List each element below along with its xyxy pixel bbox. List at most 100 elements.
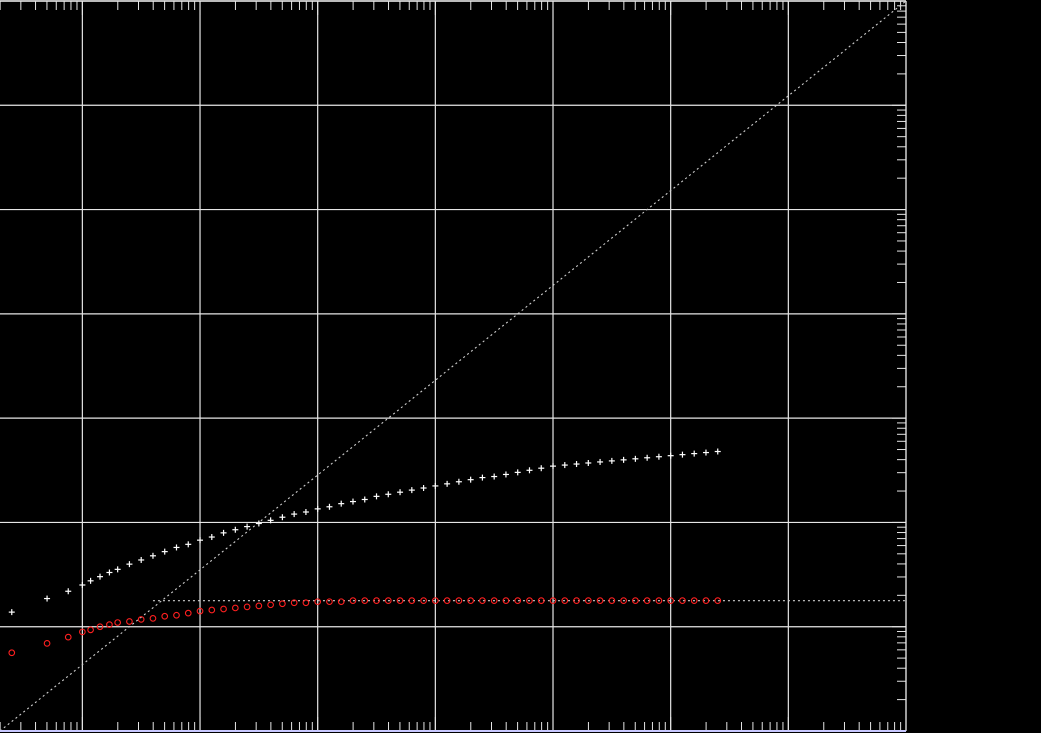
data-point-plus: [185, 541, 192, 548]
data-point-plus: [667, 452, 674, 459]
data-point-plus: [655, 453, 662, 460]
data-point-circle: [679, 597, 686, 604]
data-point-circle: [549, 597, 557, 604]
data-point-circle: [537, 597, 545, 604]
axis-ticks: [0, 0, 907, 732]
data-point-plus: [691, 450, 698, 457]
data-point-plus: [197, 537, 204, 544]
data-point-plus: [220, 529, 227, 536]
data-point-plus: [44, 595, 51, 602]
data-point-circle: [184, 609, 192, 617]
data-point-plus: [620, 456, 627, 463]
data-point-plus: [291, 511, 298, 518]
data-series: [8, 448, 722, 657]
data-point-circle: [137, 616, 145, 623]
data-point-circle: [514, 597, 522, 604]
data-point-plus: [467, 476, 474, 483]
data-point-plus: [338, 500, 345, 507]
data-point-plus: [79, 582, 86, 588]
data-point-plus: [8, 609, 15, 616]
data-point-plus: [161, 548, 168, 555]
data-point-plus: [361, 496, 368, 503]
series-2: [8, 597, 722, 657]
data-point-circle: [326, 598, 333, 606]
data-point-plus: [397, 489, 404, 496]
data-point-circle: [396, 597, 404, 604]
data-point-circle: [690, 597, 698, 604]
data-point-plus: [65, 588, 72, 595]
data-point-circle: [161, 612, 169, 620]
data-point-plus: [279, 514, 286, 521]
data-point-circle: [220, 605, 227, 613]
data-point-plus: [255, 520, 262, 527]
data-point-plus: [208, 534, 215, 541]
data-point-circle: [302, 599, 310, 607]
series-1: [8, 448, 721, 616]
data-point-circle: [408, 597, 416, 604]
data-point-plus: [444, 480, 451, 487]
data-point-circle: [96, 623, 104, 631]
data-point-circle: [467, 597, 474, 604]
data-point-plus: [87, 577, 94, 584]
data-point-plus: [502, 471, 509, 478]
data-point-circle: [573, 597, 580, 604]
data-point-plus: [514, 469, 521, 476]
data-point-plus: [302, 509, 309, 515]
plot-frame: [0, 0, 907, 732]
reference-line-diagonal: [0, 0, 907, 732]
data-point-circle: [8, 649, 16, 657]
data-point-circle: [149, 615, 157, 622]
data-point-circle: [384, 597, 392, 604]
data-point-plus: [573, 461, 580, 468]
data-point-plus: [702, 449, 709, 456]
data-point-circle: [43, 640, 51, 647]
reference-lines: [0, 0, 907, 732]
data-point-circle: [126, 618, 133, 625]
data-point-circle: [373, 597, 380, 604]
data-point-circle: [106, 621, 113, 628]
data-point-plus: [106, 569, 113, 576]
data-point-circle: [64, 633, 72, 641]
data-point-plus: [244, 523, 251, 530]
data-point-plus: [561, 462, 568, 469]
data-point-plus: [585, 459, 592, 466]
data-point-circle: [267, 601, 274, 609]
data-point-plus: [138, 556, 145, 563]
data-point-plus: [550, 463, 557, 470]
data-point-plus: [349, 498, 356, 505]
data-point-circle: [173, 611, 180, 619]
data-point-circle: [314, 598, 322, 606]
data-point-circle: [526, 597, 533, 604]
data-point-circle: [584, 597, 592, 604]
data-point-circle: [561, 597, 569, 604]
data-point-circle: [432, 597, 439, 604]
data-point-circle: [290, 599, 298, 607]
data-point-circle: [620, 597, 627, 604]
data-point-circle: [196, 607, 204, 615]
data-point-circle: [702, 597, 710, 604]
data-point-plus: [373, 493, 380, 500]
data-point-plus: [326, 503, 333, 510]
data-point-plus: [538, 465, 545, 472]
data-point-plus: [314, 505, 321, 512]
data-point-circle: [643, 597, 651, 604]
data-point-plus: [126, 561, 133, 568]
grid-lines: [0, 0, 907, 732]
data-point-plus: [679, 451, 686, 458]
data-point-circle: [420, 597, 427, 604]
data-point-plus: [632, 455, 639, 462]
data-point-plus: [714, 448, 721, 455]
data-point-circle: [208, 606, 216, 614]
data-point-circle: [337, 598, 345, 606]
data-point-plus: [114, 566, 121, 573]
data-point-circle: [502, 597, 510, 604]
data-point-circle: [714, 597, 722, 604]
data-point-circle: [667, 597, 675, 604]
data-point-plus: [232, 526, 239, 533]
data-point-circle: [596, 597, 604, 604]
data-point-circle: [455, 597, 463, 604]
data-point-plus: [479, 474, 486, 481]
data-point-plus: [455, 478, 462, 485]
data-point-plus: [408, 487, 415, 494]
